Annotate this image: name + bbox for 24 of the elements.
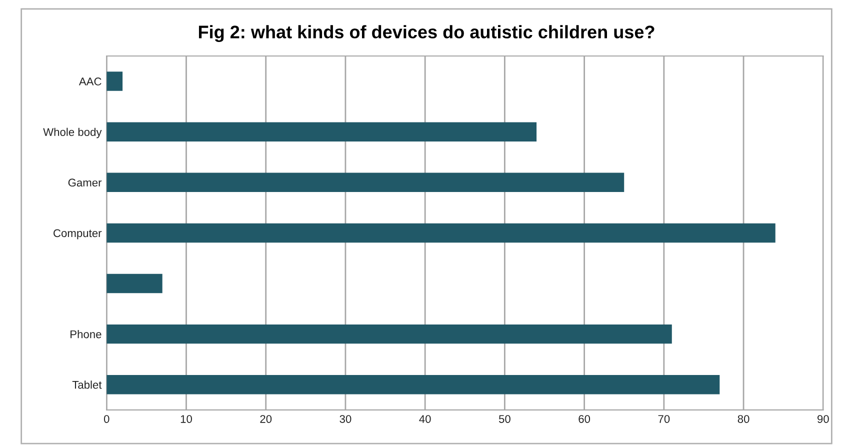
bar	[106, 72, 123, 91]
y-tick-label: Phone	[70, 330, 102, 338]
x-tick-label: 30	[340, 415, 352, 423]
x-tick-label: 90	[817, 415, 829, 423]
bar	[106, 324, 672, 344]
x-tick-label: 40	[419, 415, 431, 423]
y-tick-label: Computer	[54, 229, 102, 240]
bar	[106, 274, 162, 294]
x-tick-label: 70	[658, 415, 670, 423]
bar	[106, 122, 537, 142]
chart-title: Fig 2: what kinds of devices do autistic children use?	[198, 25, 654, 42]
y-tick-label: Whole body	[43, 128, 102, 138]
bar	[106, 223, 776, 243]
x-tick-label: 50	[498, 415, 510, 423]
x-tick-label: 10	[180, 415, 192, 423]
y-tick-label: AAC	[78, 78, 102, 86]
x-tick-label: 0	[104, 415, 110, 423]
bar	[106, 172, 624, 192]
bar	[106, 375, 720, 394]
y-tick-label: Tablet	[72, 380, 102, 389]
x-tick-label: 80	[738, 415, 750, 423]
y-tick-label: Gamer	[68, 178, 102, 187]
x-tick-label: 60	[578, 415, 590, 423]
x-tick-label: 20	[260, 415, 272, 423]
